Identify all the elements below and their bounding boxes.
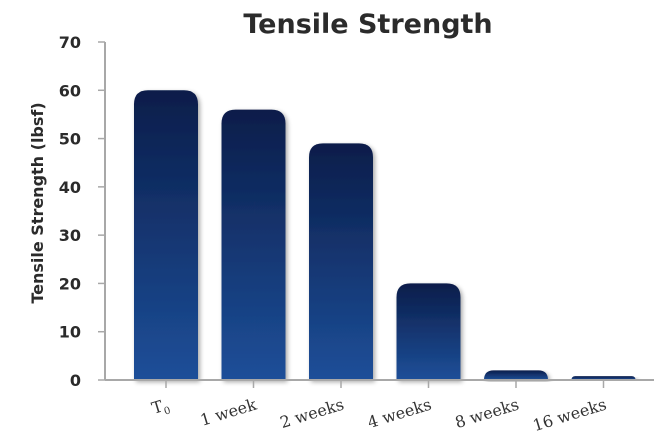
chart-title: Tensile Strength [243,9,492,40]
y-tick-label: 60 [59,81,81,100]
bar-8-weeks [484,370,548,380]
bar-t0 [134,90,198,381]
x-tick-label: 2 weeks [278,395,346,432]
x-tick-label: 16 weeks [530,395,608,435]
x-tick-label: 8 weeks [453,395,521,432]
bar-4-weeks [396,283,461,380]
x-tick-label: 4 weeks [365,395,433,432]
y-tick-label: 40 [59,178,81,197]
y-tick-label: 50 [59,130,81,149]
y-tick-label: 10 [59,323,81,342]
y-tick-label: 70 [59,33,81,52]
y-tick-label: 20 [59,274,81,293]
x-tick-label: 1 week [198,395,259,430]
bar-2-weeks [309,143,373,380]
y-axis-label: Tensile Strength (lbsf) [28,102,47,303]
bar-1-week [221,109,286,380]
x-tick-label: T0 [149,395,172,421]
y-tick-label: 0 [70,371,81,390]
y-tick-label: 30 [59,226,81,245]
